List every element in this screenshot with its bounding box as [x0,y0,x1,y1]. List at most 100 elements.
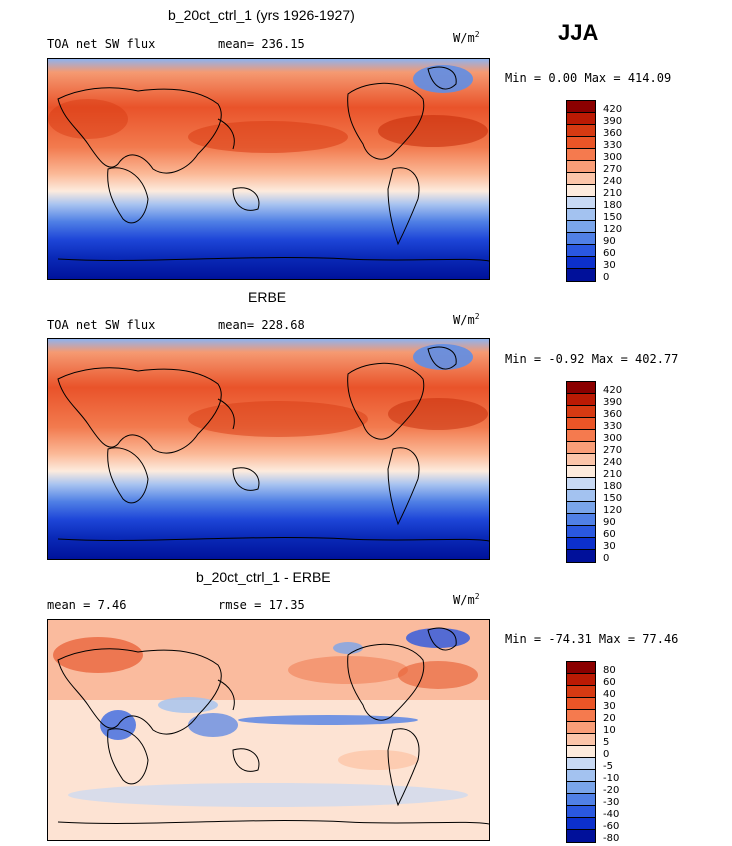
colorbar-box [567,245,595,257]
colorbar-box [567,686,595,698]
colorbar-box [567,173,595,185]
colorbar-label: 390 [603,116,623,127]
colorbar-label: 300 [603,433,623,444]
colorbar-box [567,466,595,478]
variable-label: TOA net SW flux [47,318,156,332]
colorbar-label: -80 [603,833,620,844]
colorbar-label: 390 [603,397,623,408]
colorbar-box [567,454,595,466]
colorbar-labels: 420 390 360 330 300 270 240 210 180 150 … [603,385,622,565]
colorbar-box [567,137,595,149]
units-label: W/m2 [453,592,480,607]
mean-label: mean = 7.46 [47,598,127,612]
colorbar-box [567,221,595,233]
colorbar-box [567,101,595,113]
colorbar-label: 120 [603,505,623,516]
colorbar-label: 240 [603,176,623,187]
colorbar-label: 20 [603,713,616,724]
colorbar-box [567,197,595,209]
colorbar-box [567,806,595,818]
colorbar-label: 0 [603,272,610,283]
min-max-label: Min = 0.00 Max = 414.09 [505,71,672,85]
colorbar-label: 80 [603,665,616,676]
colorbar-box [567,442,595,454]
season-label: JJA [558,20,599,45]
colorbar-box [567,526,595,538]
colorbar-label: -60 [603,821,620,832]
colorbar-label: 210 [603,188,623,199]
colorbar-box [567,830,595,842]
colorbar-label: 60 [603,677,616,688]
units-label: W/m2 [453,312,480,327]
colorbar-box [567,257,595,269]
global-map [47,619,490,841]
mean-label: mean= 228.68 [218,318,305,332]
colorbar-box [567,430,595,442]
colorbar-label: 300 [603,152,623,163]
colorbar-box [567,758,595,770]
panel-title: ERBE [248,289,287,305]
colorbar-label: 420 [603,385,623,396]
colorbar-box [567,514,595,526]
colorbar-label: 420 [603,104,623,115]
colorbar-label: -10 [603,773,620,784]
colorbar-label: 150 [603,212,623,223]
colorbar-label: -5 [603,761,613,772]
colorbar-label: 180 [603,200,623,211]
colorbar-label: 60 [603,248,616,259]
colorbar-box [567,406,595,418]
colorbar [566,381,596,563]
colorbar-label: 40 [603,689,616,700]
panel-title: b_20ct_ctrl_1 - ERBE [196,569,331,585]
colorbar-box [567,478,595,490]
colorbar-label: 360 [603,128,623,139]
colorbar-box [567,502,595,514]
colorbar-label: 270 [603,164,623,175]
colorbar-box [567,794,595,806]
colorbar-box [567,209,595,221]
colorbar-label: 240 [603,457,623,468]
colorbar-box [567,818,595,830]
global-map [47,338,490,560]
colorbar-label: -20 [603,785,620,796]
colorbar-box [567,269,595,281]
colorbar-label: 120 [603,224,623,235]
colorbar-label: 360 [603,409,623,420]
units-label: W/m2 [453,30,480,45]
colorbar-box [567,770,595,782]
colorbar-box [567,698,595,710]
colorbar-box [567,113,595,125]
colorbar-label: 210 [603,469,623,480]
colorbar [566,661,596,843]
colorbar-label: 60 [603,529,616,540]
colorbar-box [567,418,595,430]
colorbar-label: 10 [603,725,616,736]
colorbar-label: 90 [603,236,616,247]
colorbar-box [567,710,595,722]
colorbar-label: 330 [603,421,623,432]
colorbar-box [567,490,595,502]
colorbar-box [567,538,595,550]
colorbar-box [567,149,595,161]
colorbar-labels: 420 390 360 330 300 270 240 210 180 150 … [603,104,622,284]
colorbar-label: 270 [603,445,623,456]
colorbar-box [567,185,595,197]
colorbar-label: 90 [603,517,616,528]
min-max-label: Min = -0.92 Max = 402.77 [505,352,679,366]
colorbar-box [567,382,595,394]
mean-label: mean= 236.15 [218,37,305,51]
colorbar-box [567,782,595,794]
colorbar-box [567,662,595,674]
colorbar-label: -40 [603,809,620,820]
colorbar-label: 30 [603,541,616,552]
colorbar-box [567,746,595,758]
colorbar-label: 30 [603,260,616,271]
colorbar-label: 0 [603,749,610,760]
colorbar-label: 330 [603,140,623,151]
colorbar-label: 0 [603,553,610,564]
global-map [47,58,490,280]
colorbar-label: 5 [603,737,610,748]
colorbar-box [567,394,595,406]
panel-title: b_20ct_ctrl_1 (yrs 1926-1927) [168,7,355,23]
rmse-label: rmse = 17.35 [218,598,305,612]
